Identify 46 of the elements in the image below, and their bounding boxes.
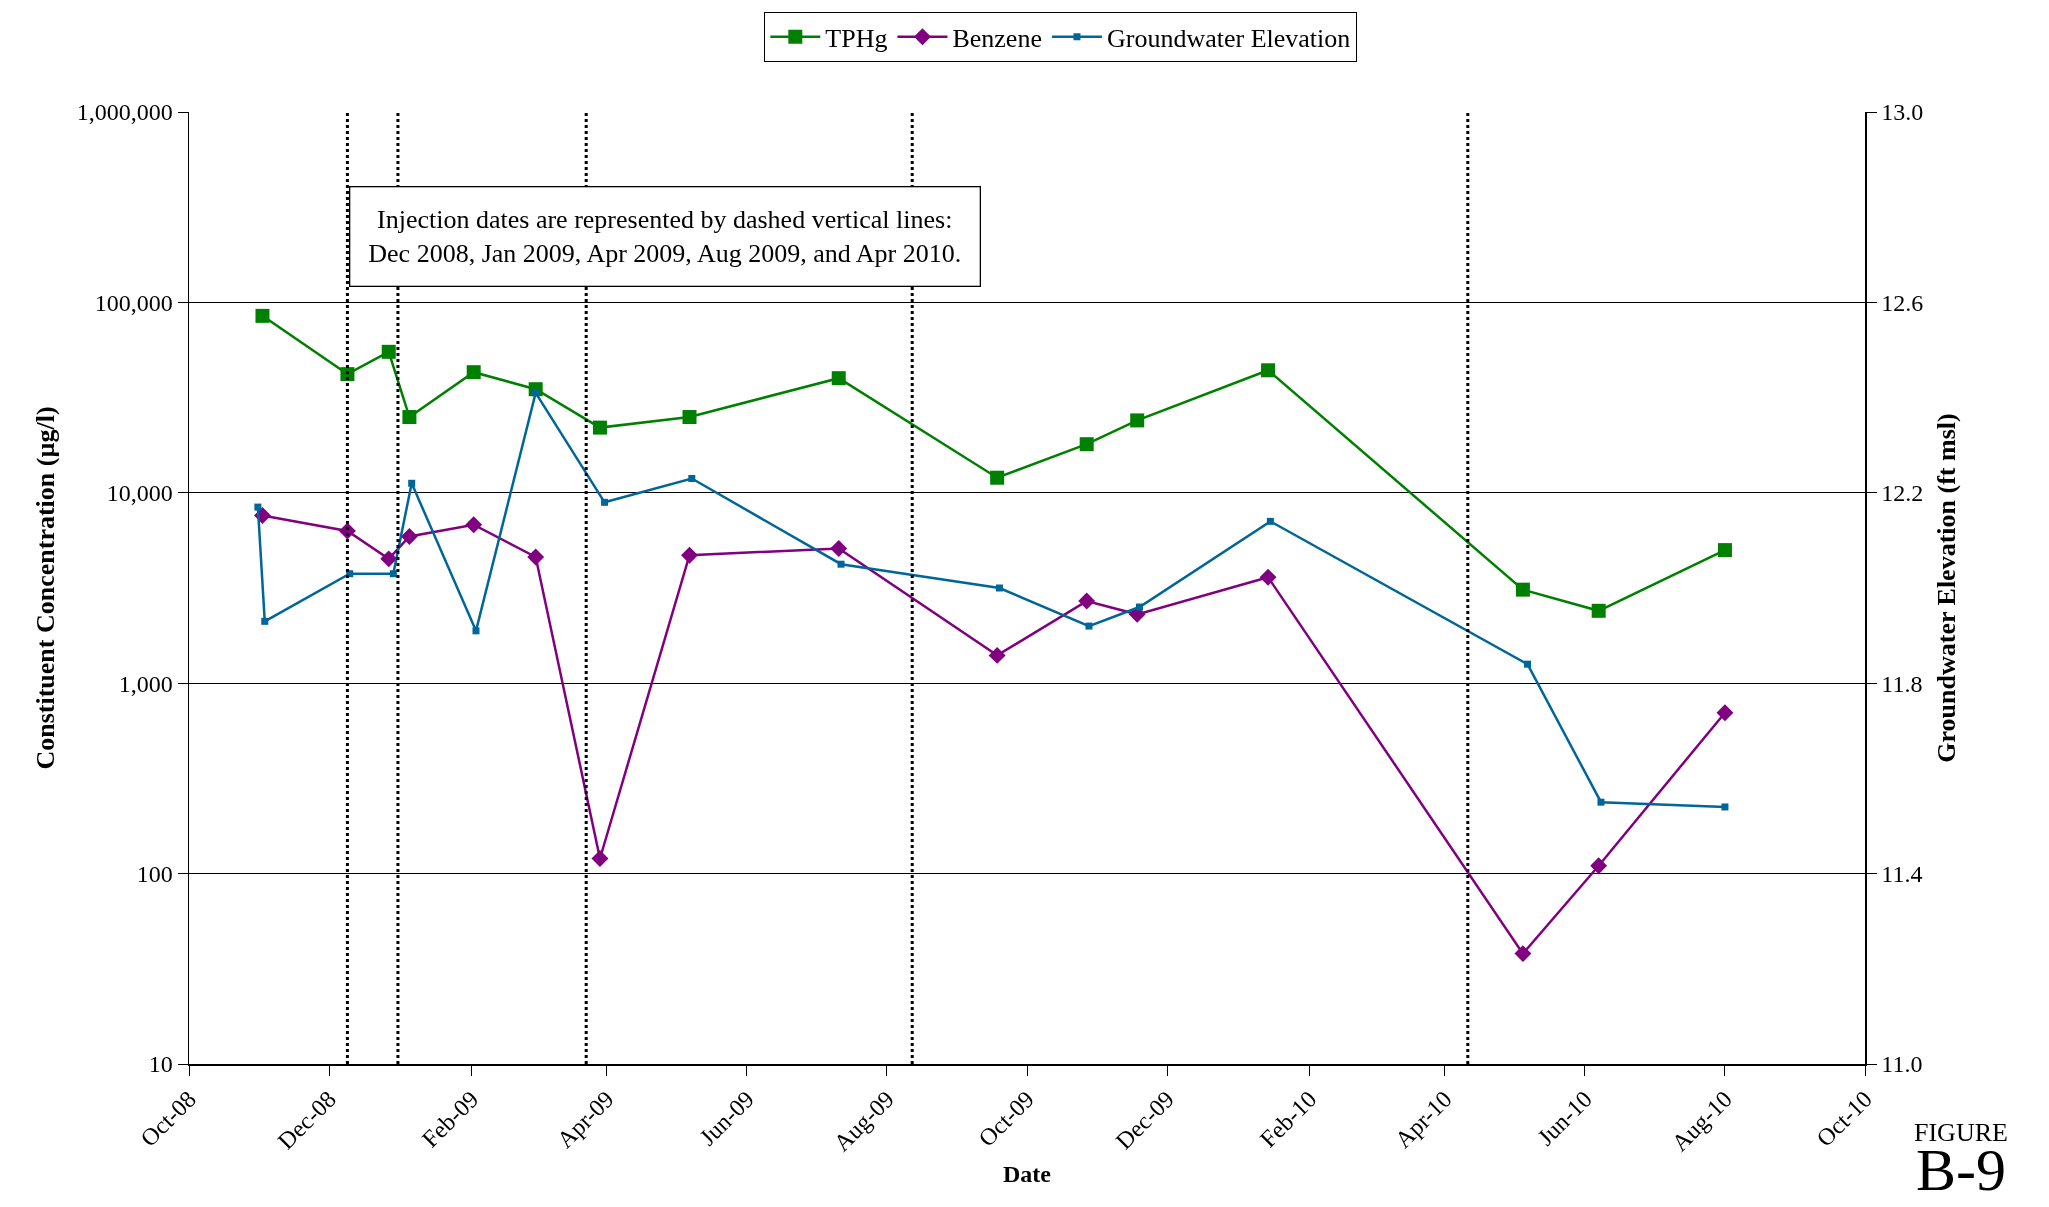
annotation: Injection dates are represented by dashed vertical lines: Dec 2008, Jan 2009, Apr 2009, Aug 2009, and Apr 2010. [368,205,962,269]
y-tick-label: 100,000 [94,289,173,316]
point [1591,603,1606,618]
legend-label: Benzene [952,23,1042,53]
y-tick-label: 100 [136,861,173,887]
y-axis-title: Constituent Concentration (µg/l) [31,406,61,770]
legend-label: TPHg [825,23,888,53]
x-axis-title: Date [1003,1161,1052,1188]
point [1717,543,1732,558]
point [1079,437,1094,452]
point [831,371,846,386]
point [380,550,398,568]
point [402,410,417,425]
y-tick-label: 10 [148,1051,173,1078]
point [1716,704,1734,722]
y-tick-label: 10,000 [106,480,173,507]
y2-tick-label: 11.0 [1881,1051,1923,1078]
point [990,470,1005,485]
point [255,308,270,323]
point [400,527,418,545]
point [682,410,697,425]
point [1514,945,1532,963]
point [1515,582,1530,597]
point [988,646,1006,664]
point [381,344,396,359]
legend-label: Groundwater Elevation [1106,23,1351,53]
y2-tick-label: 13.0 [1881,99,1924,126]
point [465,516,483,534]
y2-tick-label: 12.6 [1881,289,1924,316]
point [830,540,848,557]
y2-axis-title: Groundwater Elevation (ft msl) [1931,413,1961,763]
point [1130,413,1145,428]
point [681,546,698,564]
y-tick-label: 1,000 [118,670,173,697]
point [527,548,545,566]
point [591,850,609,867]
point [466,365,481,380]
y-tick-label: 1,000,000 [76,99,173,126]
point [1590,857,1608,875]
point [1078,592,1096,610]
point [1259,568,1277,586]
y2-tick-label: 11.8 [1881,670,1923,697]
y2-tick-label: 12.2 [1881,480,1924,507]
point [1261,363,1276,378]
point [592,420,607,435]
y2-tick-label: 11.4 [1881,861,1923,887]
